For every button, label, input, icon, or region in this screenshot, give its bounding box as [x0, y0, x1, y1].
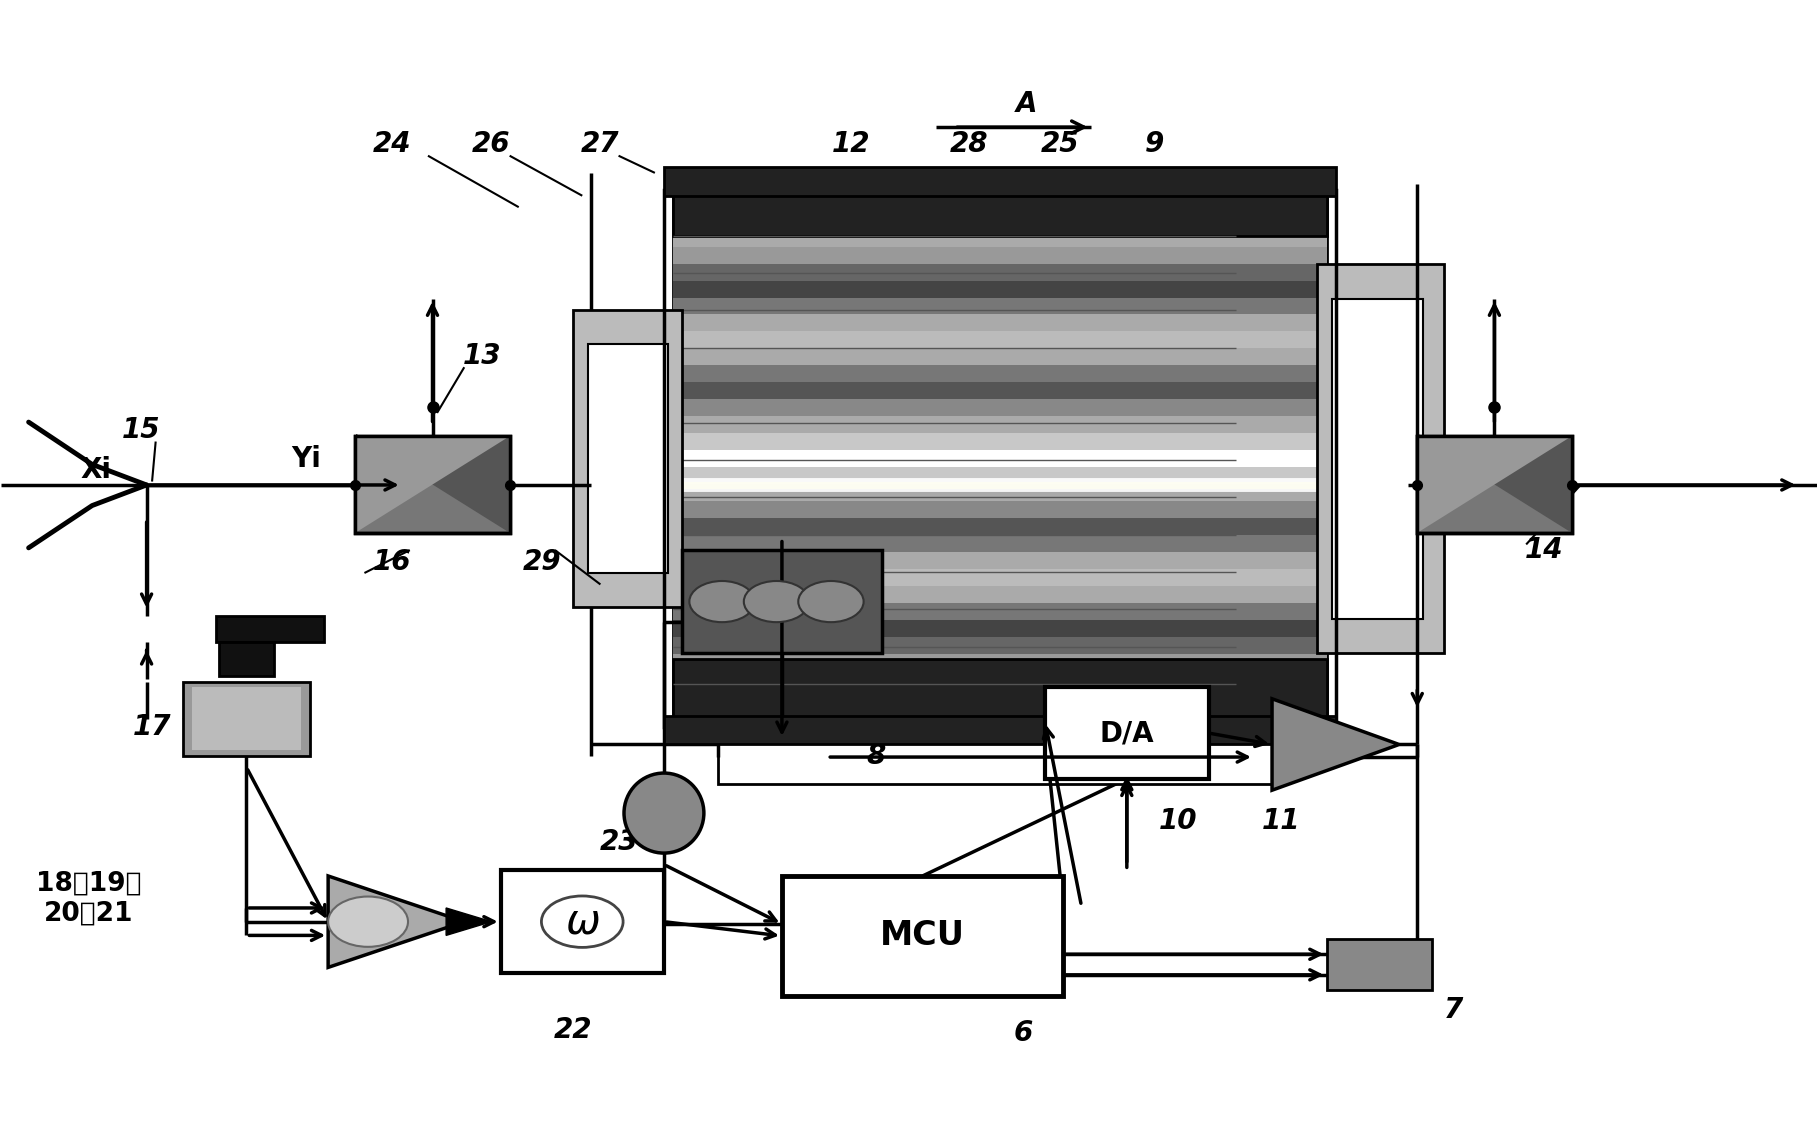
- Bar: [673, 603, 1327, 620]
- Bar: [1327, 939, 1433, 990]
- Bar: [664, 190, 1336, 728]
- Bar: [673, 705, 1327, 722]
- Bar: [1418, 435, 1571, 533]
- Text: Yi: Yi: [291, 445, 322, 472]
- Bar: [673, 586, 1327, 603]
- Bar: [587, 344, 667, 573]
- Bar: [673, 246, 1327, 264]
- Polygon shape: [327, 876, 464, 967]
- Bar: [673, 688, 1327, 705]
- Text: 5: 5: [782, 599, 800, 627]
- Text: A: A: [1016, 91, 1038, 118]
- Bar: [673, 450, 1327, 468]
- Text: 22: 22: [554, 1017, 593, 1044]
- Bar: [673, 653, 1327, 670]
- Bar: [1333, 299, 1423, 619]
- Bar: [573, 311, 682, 607]
- Bar: [673, 366, 1327, 383]
- Polygon shape: [1418, 435, 1571, 533]
- Polygon shape: [445, 908, 491, 935]
- Text: 9: 9: [1144, 131, 1164, 158]
- Bar: [673, 229, 1327, 246]
- Bar: [1045, 688, 1209, 779]
- Bar: [673, 552, 1327, 568]
- Bar: [1418, 435, 1571, 533]
- Text: 12: 12: [831, 131, 871, 158]
- Bar: [1318, 265, 1445, 653]
- Bar: [673, 383, 1327, 399]
- Bar: [673, 213, 1327, 229]
- Bar: [782, 876, 1064, 996]
- Bar: [673, 433, 1327, 450]
- Bar: [184, 682, 311, 756]
- Text: 24: 24: [373, 131, 411, 158]
- Text: 28: 28: [949, 131, 989, 158]
- Text: 8: 8: [867, 741, 885, 770]
- Text: 23: 23: [600, 827, 638, 856]
- Bar: [664, 716, 1336, 745]
- Text: 10: 10: [1158, 807, 1196, 835]
- Bar: [718, 730, 1273, 785]
- Text: 11: 11: [1262, 807, 1300, 835]
- Text: $\omega$: $\omega$: [565, 901, 600, 943]
- Text: 25: 25: [1040, 131, 1078, 158]
- Text: 14: 14: [1525, 536, 1563, 564]
- Text: 15: 15: [122, 416, 160, 445]
- Bar: [673, 348, 1327, 366]
- Polygon shape: [355, 435, 509, 533]
- Bar: [673, 264, 1327, 281]
- Bar: [673, 196, 1327, 722]
- Circle shape: [327, 896, 407, 947]
- Polygon shape: [1418, 435, 1571, 533]
- Bar: [673, 314, 1327, 331]
- Text: 18、19、
20、21: 18、19、 20、21: [36, 871, 142, 927]
- Bar: [673, 535, 1327, 552]
- Bar: [664, 167, 1336, 196]
- Bar: [673, 298, 1327, 314]
- Text: MCU: MCU: [880, 919, 965, 952]
- Text: 27: 27: [582, 131, 620, 158]
- Bar: [500, 870, 664, 973]
- Bar: [673, 670, 1327, 688]
- Bar: [673, 659, 1327, 722]
- Text: Xi: Xi: [80, 456, 111, 484]
- Bar: [673, 637, 1327, 653]
- Text: 7: 7: [1443, 996, 1463, 1023]
- Text: A: A: [1071, 737, 1093, 766]
- Bar: [673, 501, 1327, 518]
- Bar: [673, 568, 1327, 586]
- Text: 13: 13: [464, 342, 502, 370]
- Bar: [673, 518, 1327, 535]
- Bar: [673, 399, 1327, 416]
- Text: 16: 16: [373, 548, 411, 575]
- Bar: [220, 642, 275, 676]
- Text: 6: 6: [1014, 1019, 1033, 1046]
- Bar: [355, 435, 509, 533]
- Ellipse shape: [624, 774, 704, 853]
- Bar: [673, 281, 1327, 298]
- Circle shape: [798, 581, 864, 622]
- Bar: [682, 550, 882, 653]
- Bar: [673, 620, 1327, 637]
- Text: 26: 26: [473, 131, 511, 158]
- Bar: [216, 617, 324, 642]
- Bar: [673, 484, 1327, 501]
- Circle shape: [689, 581, 754, 622]
- Bar: [355, 435, 509, 533]
- Bar: [673, 331, 1327, 348]
- Bar: [193, 688, 302, 751]
- Bar: [673, 468, 1327, 484]
- Bar: [673, 170, 1327, 236]
- Circle shape: [744, 581, 809, 622]
- Polygon shape: [1273, 699, 1400, 791]
- Text: 29: 29: [524, 548, 562, 575]
- Bar: [673, 416, 1327, 433]
- Polygon shape: [355, 435, 509, 533]
- Text: D/A: D/A: [1100, 719, 1154, 747]
- Text: 17: 17: [133, 713, 171, 741]
- Bar: [673, 196, 1327, 213]
